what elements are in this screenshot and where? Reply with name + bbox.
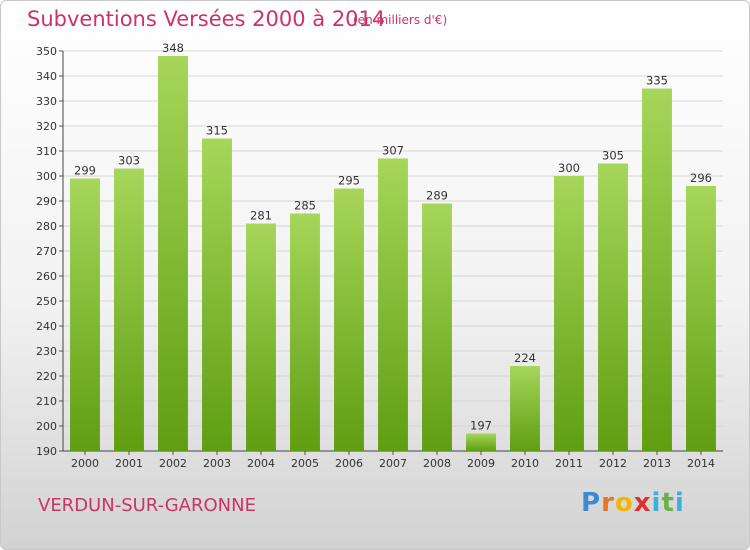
y-tick-label: 270 [36,245,57,258]
y-tick-label: 240 [36,320,57,333]
value-label: 303 [118,154,140,168]
y-tick-label: 290 [36,195,57,208]
x-tick-label: 2010 [511,457,539,470]
y-tick-label: 190 [36,445,57,458]
y-tick-label: 250 [36,295,57,308]
value-label: 296 [690,171,712,185]
logo-letter: i [651,488,662,518]
y-tick-label: 310 [36,145,57,158]
bar-2004 [246,223,276,451]
y-tick-label: 260 [36,270,57,283]
x-tick-label: 2012 [599,457,627,470]
bar-2007 [378,158,408,451]
logo-letter: i [674,488,685,518]
value-label: 224 [514,351,536,365]
value-label: 285 [294,199,316,213]
y-tick-label: 200 [36,420,57,433]
value-label: 281 [250,209,272,223]
x-tick-label: 2000 [71,457,99,470]
value-label: 197 [470,419,492,433]
value-label: 305 [602,149,624,163]
bar-2012 [598,163,628,451]
bar-2013 [642,88,672,451]
x-tick-label: 2014 [687,457,715,470]
x-tick-label: 2009 [467,457,495,470]
value-label: 289 [426,189,448,203]
x-tick-label: 2004 [247,457,275,470]
bar-2014 [686,186,716,451]
logo-letter: r [601,488,615,518]
value-label: 299 [74,164,96,178]
value-label: 335 [646,74,668,88]
bar-2003 [202,138,232,451]
commune-name: VERDUN-SUR-GARONNE [38,495,256,516]
x-tick-label: 2001 [115,457,143,470]
x-tick-label: 2008 [423,457,451,470]
x-tick-label: 2006 [335,457,363,470]
bar-2000 [70,178,100,451]
value-label: 348 [162,41,184,55]
y-tick-label: 330 [36,95,57,108]
bar-2002 [158,56,188,451]
bars [70,56,716,451]
value-label: 307 [382,144,404,158]
chart-title: Subventions Versées 2000 à 2014 [27,7,386,31]
logo-letter: x [633,488,652,518]
value-label: 300 [558,161,580,175]
y-tick-label: 300 [36,170,57,183]
x-tick-label: 2002 [159,457,187,470]
y-tick-label: 210 [36,395,57,408]
logo-letter: t [661,488,675,518]
unit-note: (en milliers d'€) [353,13,448,27]
logo-letter: o [614,488,634,518]
x-tick-label: 2007 [379,457,407,470]
y-tick-label: 350 [36,45,57,58]
x-tick-label: 2011 [555,457,583,470]
bar-2009 [466,433,496,451]
x-tick-label: 2005 [291,457,319,470]
y-tick-label: 220 [36,370,57,383]
value-labels: 299 303 348 315 281 285 295 307 289 197 224 300 305 3… [74,41,712,433]
bar-2001 [114,168,144,451]
y-tick-label: 340 [36,70,57,83]
x-tick-label: 2013 [643,457,671,470]
value-label: 315 [206,124,228,138]
value-label: 295 [338,174,360,188]
bar-2010 [510,366,540,451]
bar-2011 [554,176,584,451]
bar-2005 [290,213,320,451]
bar-2008 [422,203,452,451]
logo-letter: P [581,488,602,518]
proxiti-logo: Proxiti [581,488,685,518]
y-tick-label: 320 [36,120,57,133]
bar-2006 [334,188,364,451]
y-tick-label: 280 [36,220,57,233]
y-tick-label: 230 [36,345,57,358]
x-tick-label: 2003 [203,457,231,470]
